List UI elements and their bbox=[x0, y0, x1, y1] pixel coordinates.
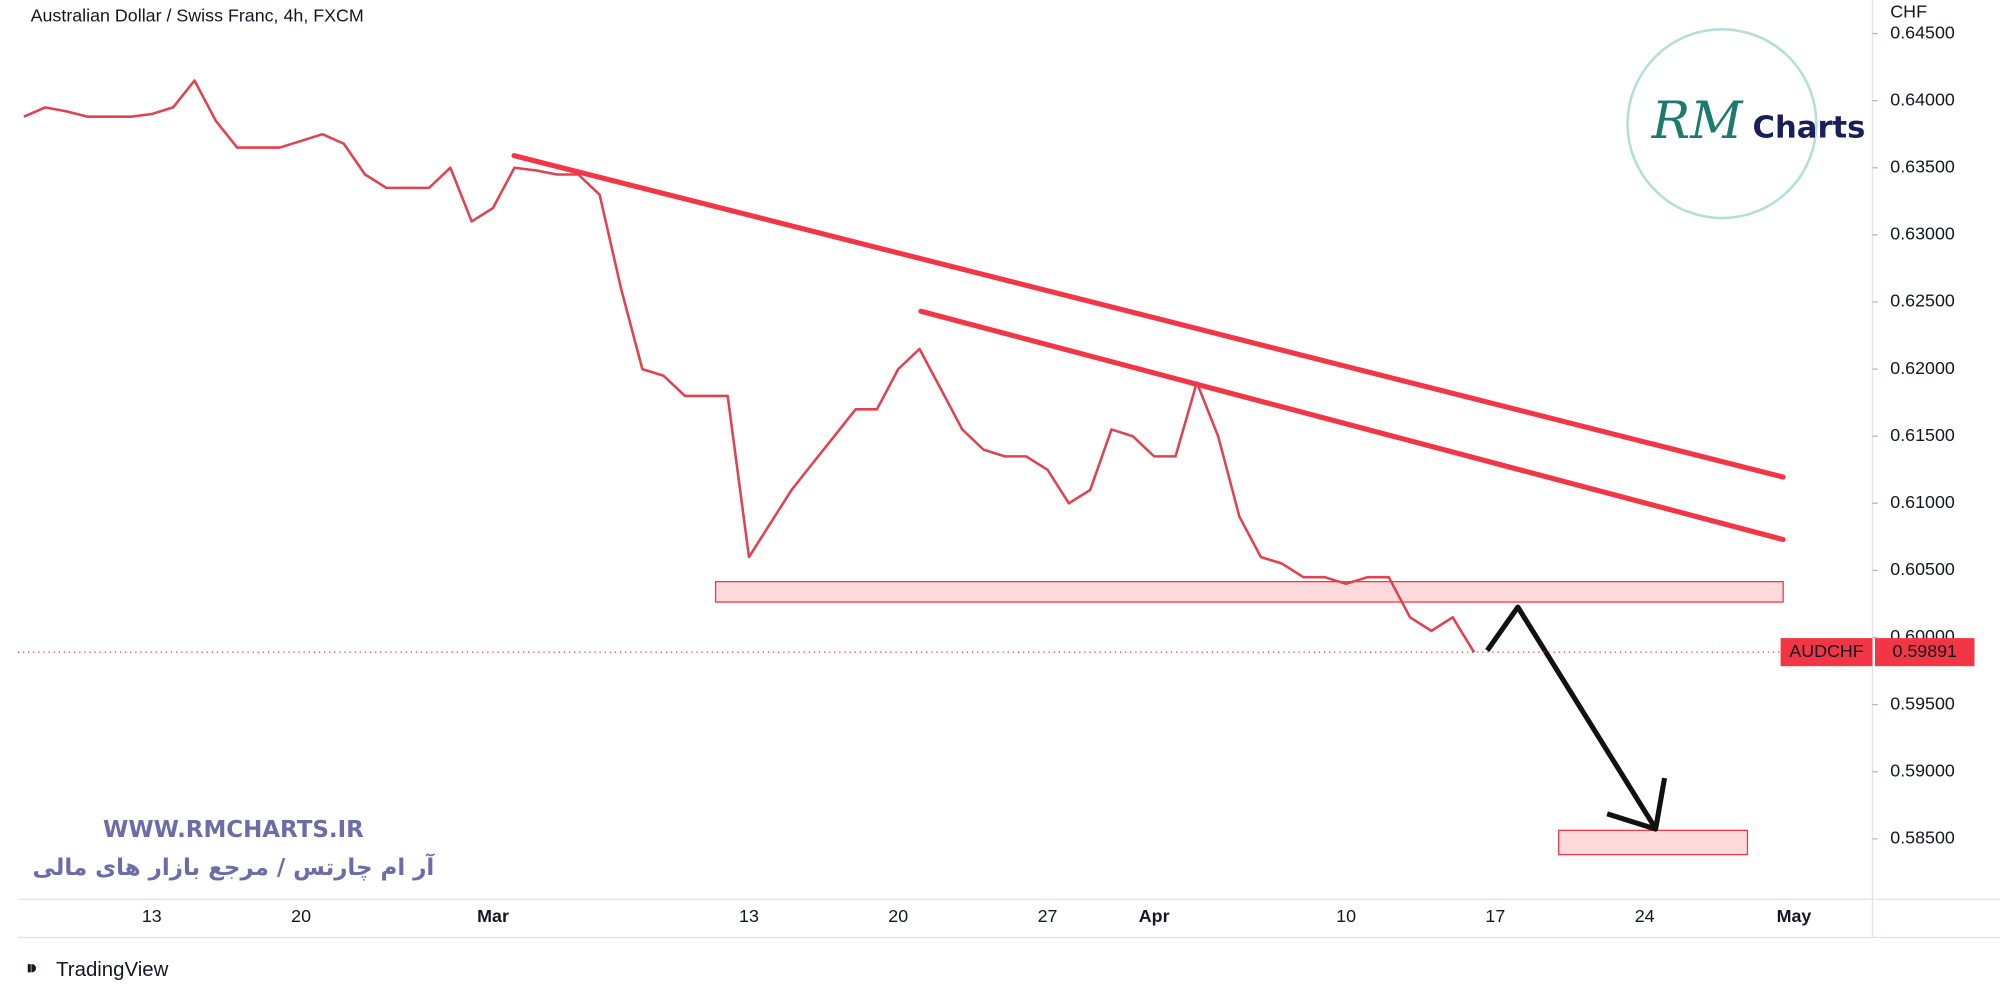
y-tick-label: 0.64500 bbox=[1890, 22, 1955, 42]
x-tick-label: 20 bbox=[291, 906, 311, 926]
arrow-head bbox=[1606, 777, 1668, 832]
watermark-site: WWW.RMCHARTS.IR bbox=[103, 817, 364, 843]
y-tick-label: 0.63000 bbox=[1890, 224, 1955, 244]
y-tick-label: 0.59500 bbox=[1890, 693, 1955, 713]
brand-icon: ⁍ bbox=[26, 955, 39, 983]
drawings bbox=[511, 153, 1786, 856]
x-tick-label: 24 bbox=[1635, 906, 1655, 926]
y-tick-label: 0.61000 bbox=[1890, 492, 1955, 512]
y-tick-label: 0.63500 bbox=[1890, 156, 1955, 176]
axis-unit: CHF bbox=[1890, 1, 1927, 21]
y-tick-label: 0.62000 bbox=[1890, 358, 1955, 378]
symbol-tag-text: AUDCHF bbox=[1789, 641, 1863, 661]
y-tick-label: 0.58500 bbox=[1890, 828, 1955, 848]
x-tick-label: 13 bbox=[142, 906, 162, 926]
x-tick-label: Mar bbox=[477, 906, 509, 926]
y-tick-label: 0.59000 bbox=[1890, 760, 1955, 780]
price-line bbox=[23, 79, 1476, 653]
price-tag bbox=[1875, 638, 1975, 667]
logo-mark: RM bbox=[1651, 92, 1744, 151]
target-zone bbox=[1558, 829, 1749, 856]
x-tick-label: 17 bbox=[1485, 906, 1505, 926]
support-zone bbox=[714, 580, 1784, 603]
trend-line bbox=[918, 308, 1786, 543]
chart-title: Australian Dollar / Swiss Franc, 4h, FXC… bbox=[31, 5, 364, 25]
y-tick-label: 0.61500 bbox=[1890, 425, 1955, 445]
trend-line bbox=[511, 153, 1786, 480]
x-tick-label: 20 bbox=[888, 906, 908, 926]
x-tick-label: 13 bbox=[739, 906, 759, 926]
logo-text: Charts bbox=[1753, 110, 1866, 145]
watermark-tagline: آر ام چارتس / مرجع بازار های مالی bbox=[33, 852, 436, 881]
y-tick-label: 0.60500 bbox=[1890, 559, 1955, 579]
x-tick-label: May bbox=[1777, 906, 1812, 926]
x-tick-label: 27 bbox=[1038, 906, 1058, 926]
price-tag-text: 0.59891 bbox=[1892, 641, 1957, 661]
logo-ring bbox=[1626, 28, 1818, 220]
y-tick-label: 0.64000 bbox=[1890, 89, 1955, 109]
arrow bbox=[1485, 604, 1657, 828]
logo: RM Charts bbox=[1626, 28, 1866, 220]
y-tick-label: 0.62500 bbox=[1890, 291, 1955, 311]
brand: TradingView bbox=[56, 959, 168, 981]
x-tick-label: 10 bbox=[1336, 906, 1356, 926]
symbol-tag bbox=[1780, 638, 1873, 667]
x-tick-label: Apr bbox=[1139, 906, 1170, 926]
